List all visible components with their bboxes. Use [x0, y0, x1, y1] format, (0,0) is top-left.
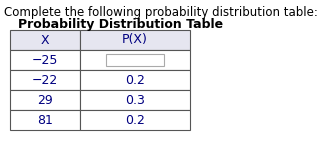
- Text: 81: 81: [37, 114, 53, 127]
- Bar: [10, 110, 80, 130]
- Text: Probability Distribution Table: Probability Distribution Table: [18, 18, 223, 31]
- Text: 0.3: 0.3: [125, 94, 145, 107]
- Bar: [107, 54, 163, 66]
- Text: 0.2: 0.2: [125, 74, 145, 86]
- Bar: [10, 30, 80, 50]
- Text: −25: −25: [32, 53, 58, 66]
- Bar: [80, 70, 190, 90]
- Text: 0.2: 0.2: [125, 114, 145, 127]
- Text: X: X: [41, 33, 49, 46]
- Bar: [80, 30, 190, 50]
- Text: P(X): P(X): [122, 33, 148, 46]
- Bar: [10, 90, 80, 110]
- Bar: [80, 110, 190, 130]
- Text: −22: −22: [32, 74, 58, 86]
- Bar: [10, 50, 80, 70]
- Text: Complete the following probability distribution table:: Complete the following probability distr…: [4, 6, 318, 19]
- Bar: [80, 50, 190, 70]
- Text: 29: 29: [37, 94, 53, 107]
- Bar: [10, 70, 80, 90]
- Bar: [80, 90, 190, 110]
